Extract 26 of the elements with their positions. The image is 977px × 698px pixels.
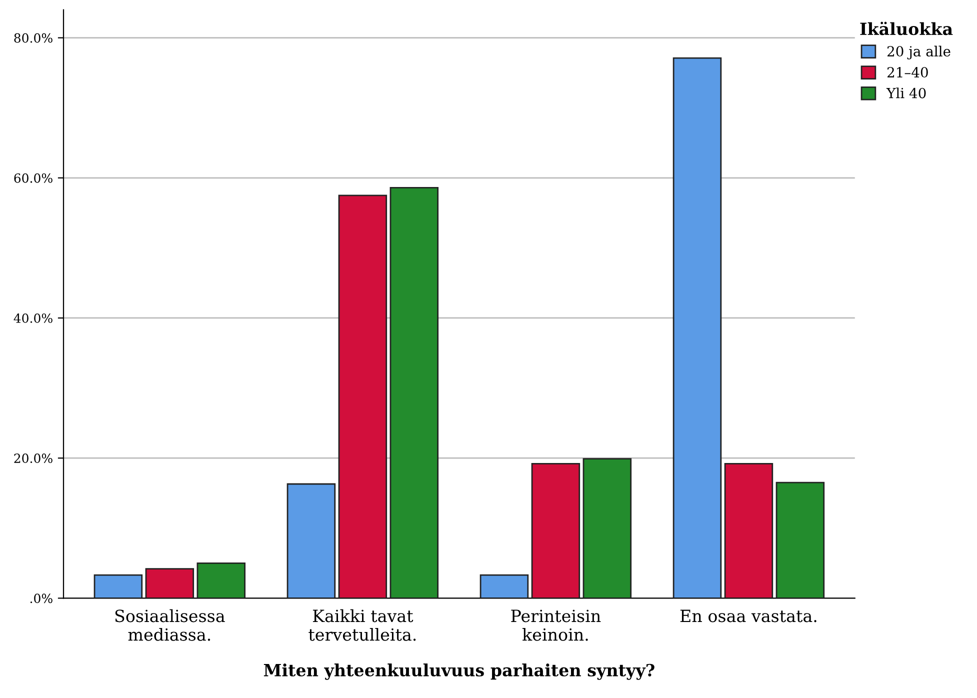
bar	[145, 568, 194, 598]
x-tick-label: Kaikki tavat tervetulleita.	[308, 609, 416, 641]
y-tick-label: 60.0%	[14, 173, 52, 183]
bar	[531, 462, 580, 598]
bar	[286, 483, 336, 598]
bar	[94, 574, 143, 598]
y-tick-label: 20.0%	[14, 454, 52, 464]
x-tick-label: En osaa vastata.	[680, 610, 816, 622]
legend-label: 21–40	[887, 67, 928, 78]
x-tick-label: Perinteisin keinoin.	[511, 610, 601, 641]
bar	[196, 562, 246, 598]
bar	[724, 462, 774, 598]
bar	[672, 57, 722, 598]
bar	[480, 574, 529, 598]
legend-label: Yli 40	[886, 88, 926, 98]
x-axis-title: Miten yhteenkuuluvuus parhaiten syntyy?	[264, 664, 654, 680]
bar	[776, 482, 825, 598]
legend-title: Ikäluokka	[860, 22, 953, 36]
bar	[338, 194, 388, 598]
bar	[582, 458, 632, 598]
y-tick-label: .0%	[30, 594, 52, 604]
bar	[390, 187, 439, 598]
y-tick-label: 80.0%	[14, 33, 52, 43]
y-tick-label: 40.0%	[14, 313, 52, 323]
legend-label: 20 ja alle	[887, 46, 950, 60]
x-tick-label: Sosiaalisessa mediassa.	[115, 609, 225, 641]
